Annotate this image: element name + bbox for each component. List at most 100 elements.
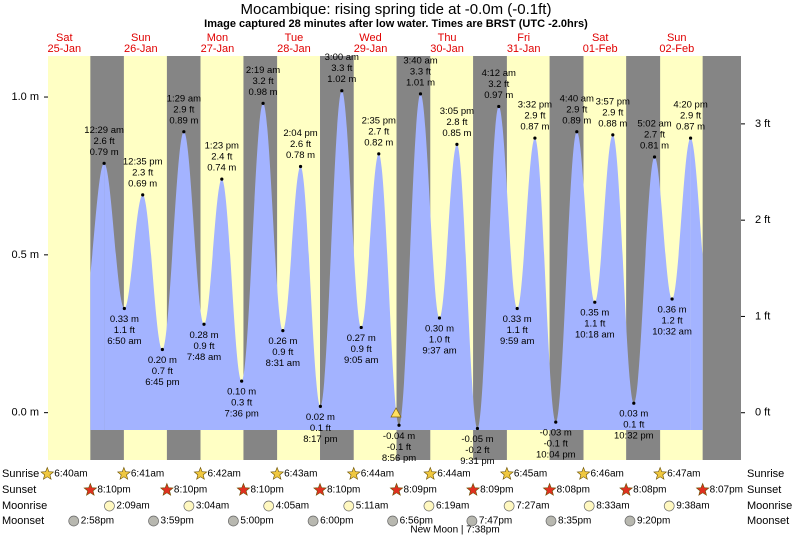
tide-point xyxy=(652,155,657,159)
tide-time-label: 9:37 am xyxy=(422,345,456,356)
tide-time-label: 1:29 am xyxy=(167,93,201,104)
tide-height-label: 1.02 m xyxy=(327,74,356,85)
sunset-icon xyxy=(389,482,404,496)
sunset-time: 8:09pm xyxy=(404,485,437,496)
moonrise-time: 7:27am xyxy=(516,501,549,512)
tide-height-label: 0.98 m xyxy=(249,87,278,98)
sunrise-time: 6:44am xyxy=(437,469,470,480)
moonset-time: 8:35pm xyxy=(558,516,591,527)
moonset-time: 2:58pm xyxy=(81,516,114,527)
tide-time-label: 12:35 pm xyxy=(123,156,163,167)
tide-time-label: 1:23 pm xyxy=(205,141,239,152)
sunrise-icon xyxy=(193,466,208,480)
tide-height-label: 0.02 m xyxy=(306,412,335,423)
tide-time-label: 4:40 am xyxy=(560,93,594,104)
tide-height-label: 2.9 ft xyxy=(173,104,194,115)
tide-time-label: 3:57 pm xyxy=(596,96,630,107)
tide-height-label: 0.30 m xyxy=(425,323,454,334)
tide-point xyxy=(437,316,442,320)
tide-point xyxy=(340,89,344,93)
tide-point xyxy=(102,161,106,165)
moonrise-icon xyxy=(343,500,355,512)
moonrise-icon xyxy=(423,500,435,512)
tide-height-label: 0.78 m xyxy=(286,150,315,161)
moonrise-time: 5:11am xyxy=(356,501,389,512)
tide-height-label: 0.35 m xyxy=(580,308,609,319)
moonrise-time: 2:09am xyxy=(116,501,149,512)
tide-height-label: 0.85 m xyxy=(442,128,471,139)
tide-point xyxy=(593,300,597,304)
tide-time-label: 9:31 pm xyxy=(460,456,494,467)
moonrise-time: 9:38am xyxy=(676,501,709,512)
tide-point xyxy=(122,306,126,311)
tide-time-label: 8:31 am xyxy=(266,358,300,369)
tide-height-label: -0.1 ft xyxy=(544,439,569,450)
sunset-icon xyxy=(159,482,174,496)
tide-height-label: 0.9 ft xyxy=(351,344,372,355)
tide-height-label: 0.88 m xyxy=(598,118,627,129)
tide-point xyxy=(318,404,322,408)
moonrise-time: 8:33am xyxy=(596,501,629,512)
y-tick-label: 0.0 m xyxy=(11,407,39,419)
tide-height-label: 0.27 m xyxy=(347,333,376,344)
tide-point xyxy=(554,420,558,424)
tide-height-label: 1.1 ft xyxy=(114,325,135,336)
moonset-time: 6:56pm xyxy=(400,516,433,527)
tide-layer xyxy=(90,90,703,430)
tide-height-label: 0.82 m xyxy=(364,137,393,148)
sunset-icon xyxy=(83,482,98,496)
tide-height-label: 2.6 ft xyxy=(94,136,115,147)
sunrise-time: 6:47am xyxy=(667,469,700,480)
row-label: Moonrise xyxy=(747,500,792,512)
tide-height-label: 2.6 ft xyxy=(290,139,311,150)
day-date: 01-Feb xyxy=(583,43,618,55)
tide-point xyxy=(515,306,519,311)
sunset-time: 8:10pm xyxy=(327,485,360,496)
tide-area-extension xyxy=(690,138,703,430)
tide-point xyxy=(533,136,537,140)
tide-time-label: 2:35 pm xyxy=(362,115,396,126)
tide-point xyxy=(240,379,244,383)
tide-height-label: 2.7 ft xyxy=(644,130,665,141)
moonrise-icon xyxy=(583,500,595,512)
tide-time-label: 2:19 am xyxy=(246,65,280,76)
tide-height-label: 0.28 m xyxy=(189,330,218,341)
tide-time-label: 3:00 am xyxy=(325,52,359,63)
moonset-icon xyxy=(387,515,398,527)
moonset-icon xyxy=(228,515,239,527)
current-time-marker xyxy=(390,407,402,418)
sunrise-icon xyxy=(499,466,514,480)
moonrise-icon xyxy=(104,500,115,512)
tide-height-label: -0.2 ft xyxy=(465,445,490,456)
tide-height-label: 0.87 m xyxy=(676,122,705,133)
tide-height-label: 0.3 ft xyxy=(231,398,252,409)
sunrise-icon xyxy=(270,466,285,480)
tide-point xyxy=(298,164,303,169)
moonset-icon xyxy=(545,515,557,527)
tide-time-label: 7:36 pm xyxy=(224,409,258,420)
tide-height-label: -0.1 ft xyxy=(387,442,412,453)
sunset-time: 8:07pm xyxy=(710,485,743,496)
moonrise-time: 6:19am xyxy=(436,501,469,512)
tide-height-label: 1.0 ft xyxy=(429,334,450,345)
y-tick-label: 1.0 m xyxy=(11,91,39,103)
sunset-icon xyxy=(695,482,710,496)
tide-height-label: 0.69 m xyxy=(128,178,157,189)
tide-height-label: 2.9 ft xyxy=(566,104,587,115)
tide-point xyxy=(611,133,615,137)
tide-time-label: 9:05 am xyxy=(344,355,378,366)
day-date: 25-Jan xyxy=(47,43,81,55)
tide-point xyxy=(220,177,224,181)
tide-height-label: 2.9 ft xyxy=(524,111,545,122)
tide-height-label: 0.74 m xyxy=(207,163,236,174)
tide-height-label: 2.3 ft xyxy=(132,167,153,178)
row-label: Sunrise xyxy=(2,468,39,480)
sunset-time: 8:10pm xyxy=(174,485,207,496)
day-date: 29-Jan xyxy=(354,43,388,55)
tide-height-label: 0.89 m xyxy=(562,115,591,126)
moonset-icon xyxy=(68,515,80,527)
y2-tick-label: 1 ft xyxy=(755,310,770,322)
moonset-time: 9:20pm xyxy=(637,516,670,527)
sunrise-icon xyxy=(653,466,668,480)
moonrise-icon xyxy=(503,500,515,512)
